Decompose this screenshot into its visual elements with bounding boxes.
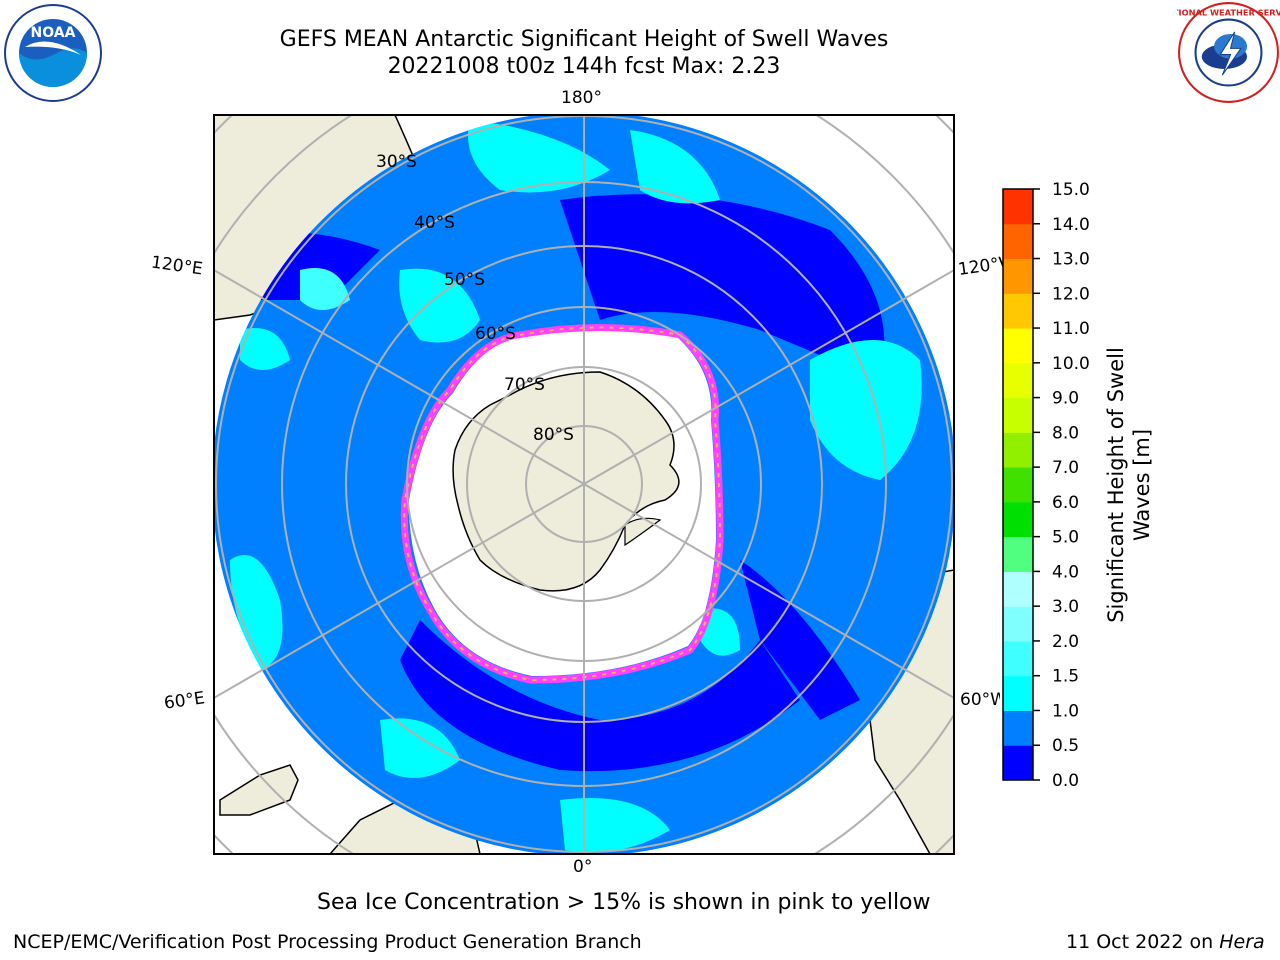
colorbar-tick-label: 0.0 <box>1052 771 1079 791</box>
colorbar-cell <box>1003 571 1033 607</box>
colorbar-tick-label: 2.0 <box>1052 632 1079 652</box>
chart-title: GEFS MEAN Antarctic Significant Height o… <box>279 27 889 52</box>
colorbar-tick-label: 6.0 <box>1052 493 1079 513</box>
nws-logo: NATIONAL WEATHER SERVICE <box>1177 2 1280 103</box>
antarctica-land <box>452 371 680 592</box>
swell-patch <box>468 120 610 193</box>
colorbar-tick-label: 10.0 <box>1052 354 1090 374</box>
parallel-label-60s: 60°S <box>475 324 516 344</box>
swell-patch <box>380 718 460 778</box>
colorbar-tick-label: 15.0 <box>1052 180 1090 200</box>
colorbar-tick-label: 0.5 <box>1052 736 1079 756</box>
sea-ice-caption: Sea Ice Concentration > 15% is shown in … <box>317 890 931 915</box>
madagascar-land <box>219 764 299 816</box>
colorbar-tick-label: 11.0 <box>1052 319 1090 339</box>
colorbar-tick-label: 5.0 <box>1052 528 1079 548</box>
colorbar-cell <box>1003 710 1033 746</box>
footer-date: 11 Oct 2022 on <box>1066 931 1220 953</box>
parallel-label-50s: 50°S <box>444 270 485 290</box>
colorbar-cell <box>1003 467 1033 503</box>
noaa-logo-text: NOAA <box>31 25 76 41</box>
colorbar-frame <box>1002 188 1034 781</box>
parallel-label-80s: 80°S <box>533 425 574 445</box>
colorbar-cell <box>1003 397 1033 433</box>
swell-patch <box>300 268 350 310</box>
colorbar-cell <box>1003 258 1033 294</box>
graticule-meridians <box>214 115 954 854</box>
chart-subtitle: 20221008 t00z 144h fcst Max: 2.23 <box>387 54 781 79</box>
meridian-label-60w: 60°W <box>960 690 1000 710</box>
parallel-label-40s: 40°S <box>414 213 455 233</box>
meridian-label-0: 0° <box>573 857 593 877</box>
swell-patch <box>630 130 720 204</box>
calm-region <box>560 194 885 380</box>
swell-patch <box>700 608 740 656</box>
parallel-label-70s: 70°S <box>504 375 545 395</box>
calm-region <box>400 620 800 772</box>
colorbar-cell <box>1003 293 1033 329</box>
footer-right: 11 Oct 2022 on Hera <box>1066 931 1265 953</box>
nws-logo-text: NATIONAL WEATHER SERVICE <box>1177 7 1280 17</box>
colorbar-cell <box>1003 675 1033 711</box>
footer-left: NCEP/EMC/Verification Post Processing Pr… <box>13 931 642 953</box>
colorbar-tick-label: 4.0 <box>1052 562 1079 582</box>
colorbar-tick-label: 1.0 <box>1052 701 1079 721</box>
colorbar-tick-label: 7.0 <box>1052 458 1079 478</box>
swell-patch <box>240 328 290 370</box>
colorbar-cell <box>1003 432 1033 468</box>
colorbar-cell <box>1003 328 1033 364</box>
colorbar-tick-label: 1.5 <box>1052 667 1079 687</box>
colorbar-tick-label: 9.0 <box>1052 389 1079 409</box>
colorbar-cell <box>1003 362 1033 399</box>
noaa-logo: NOAA <box>4 4 102 102</box>
antarctic-peninsula <box>624 517 662 547</box>
colorbar-tick-label: 14.0 <box>1052 215 1090 235</box>
colorbar-cell <box>1003 606 1033 642</box>
colorbar-cell <box>1003 536 1033 572</box>
swell-patch <box>810 340 922 480</box>
swell-patch <box>230 555 283 670</box>
swell-patch <box>399 268 480 343</box>
colorbar-label-line2: Waves [m] <box>1130 429 1154 541</box>
meridian-label-180: 180° <box>561 88 602 108</box>
parallel-label-30s: 30°S <box>376 152 417 172</box>
colorbar-cell <box>1003 223 1033 260</box>
colorbar-cell <box>1003 189 1033 225</box>
colorbar-tick-label: 13.0 <box>1052 250 1090 270</box>
colorbar-tick-label: 12.0 <box>1052 284 1090 304</box>
sea-ice-fringe <box>403 326 722 682</box>
footer-host: Hera <box>1219 931 1265 953</box>
colorbar-cell <box>1003 640 1033 677</box>
colorbar-tick-label: 3.0 <box>1052 597 1079 617</box>
colorbar-cell <box>1003 501 1033 538</box>
calm-region <box>740 560 860 720</box>
colorbar-tick-label: 8.0 <box>1052 423 1079 443</box>
swell-patch <box>560 798 670 853</box>
colorbar-label-line1: Significant Height of Swell <box>1104 347 1128 623</box>
map-frame <box>213 114 955 855</box>
colorbar-cell <box>1003 745 1033 781</box>
